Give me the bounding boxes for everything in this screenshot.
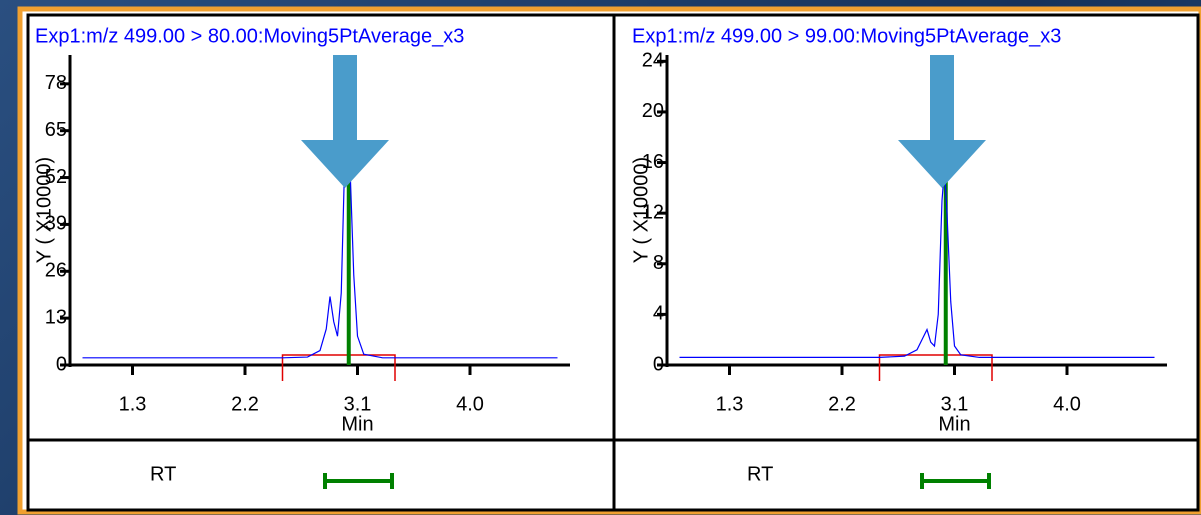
y-tick-label: 4: [653, 303, 664, 325]
y-tick-label: 26: [45, 260, 67, 282]
y-tick-label: 0: [56, 353, 67, 375]
chart: Exp1:m/z 499.00 > 80.00:Moving5PtAverage…: [0, 0, 1201, 515]
x-tick-label: 2.2: [231, 393, 259, 415]
chart-title: Exp1:m/z 499.00 > 80.00:Moving5PtAverage…: [35, 25, 464, 47]
x-tick-label: 1.3: [119, 393, 147, 415]
x-tick-label: 4.0: [1053, 393, 1081, 415]
y-tick-label: 0: [653, 353, 664, 375]
x-tick-label: 3.1: [941, 393, 969, 415]
y-tick-label: 8: [653, 252, 664, 274]
y-tick-label: 24: [642, 50, 664, 72]
y-tick-label: 12: [642, 201, 664, 223]
chart-title: Exp1:m/z 499.00 > 99.00:Moving5PtAverage…: [632, 25, 1061, 47]
y-tick-label: 65: [45, 119, 67, 141]
y-tick-label: 39: [45, 213, 67, 235]
x-tick-label: 1.3: [716, 393, 744, 415]
y-tick-label: 52: [45, 166, 67, 188]
row-label: RT: [747, 463, 773, 485]
x-axis-label: Min: [938, 413, 970, 435]
x-tick-label: 2.2: [828, 393, 856, 415]
y-tick-label: 20: [642, 100, 664, 122]
row-label: RT: [150, 463, 176, 485]
page: Exp1:m/z 499.00 > 80.00:Moving5PtAverage…: [0, 0, 1201, 515]
y-tick-label: 16: [642, 151, 664, 173]
x-tick-label: 3.1: [344, 393, 372, 415]
panel-frame: [20, 9, 1201, 512]
y-tick-label: 13: [45, 306, 67, 328]
x-axis-label: Min: [341, 413, 373, 435]
y-tick-label: 78: [45, 72, 67, 94]
x-tick-label: 4.0: [456, 393, 484, 415]
